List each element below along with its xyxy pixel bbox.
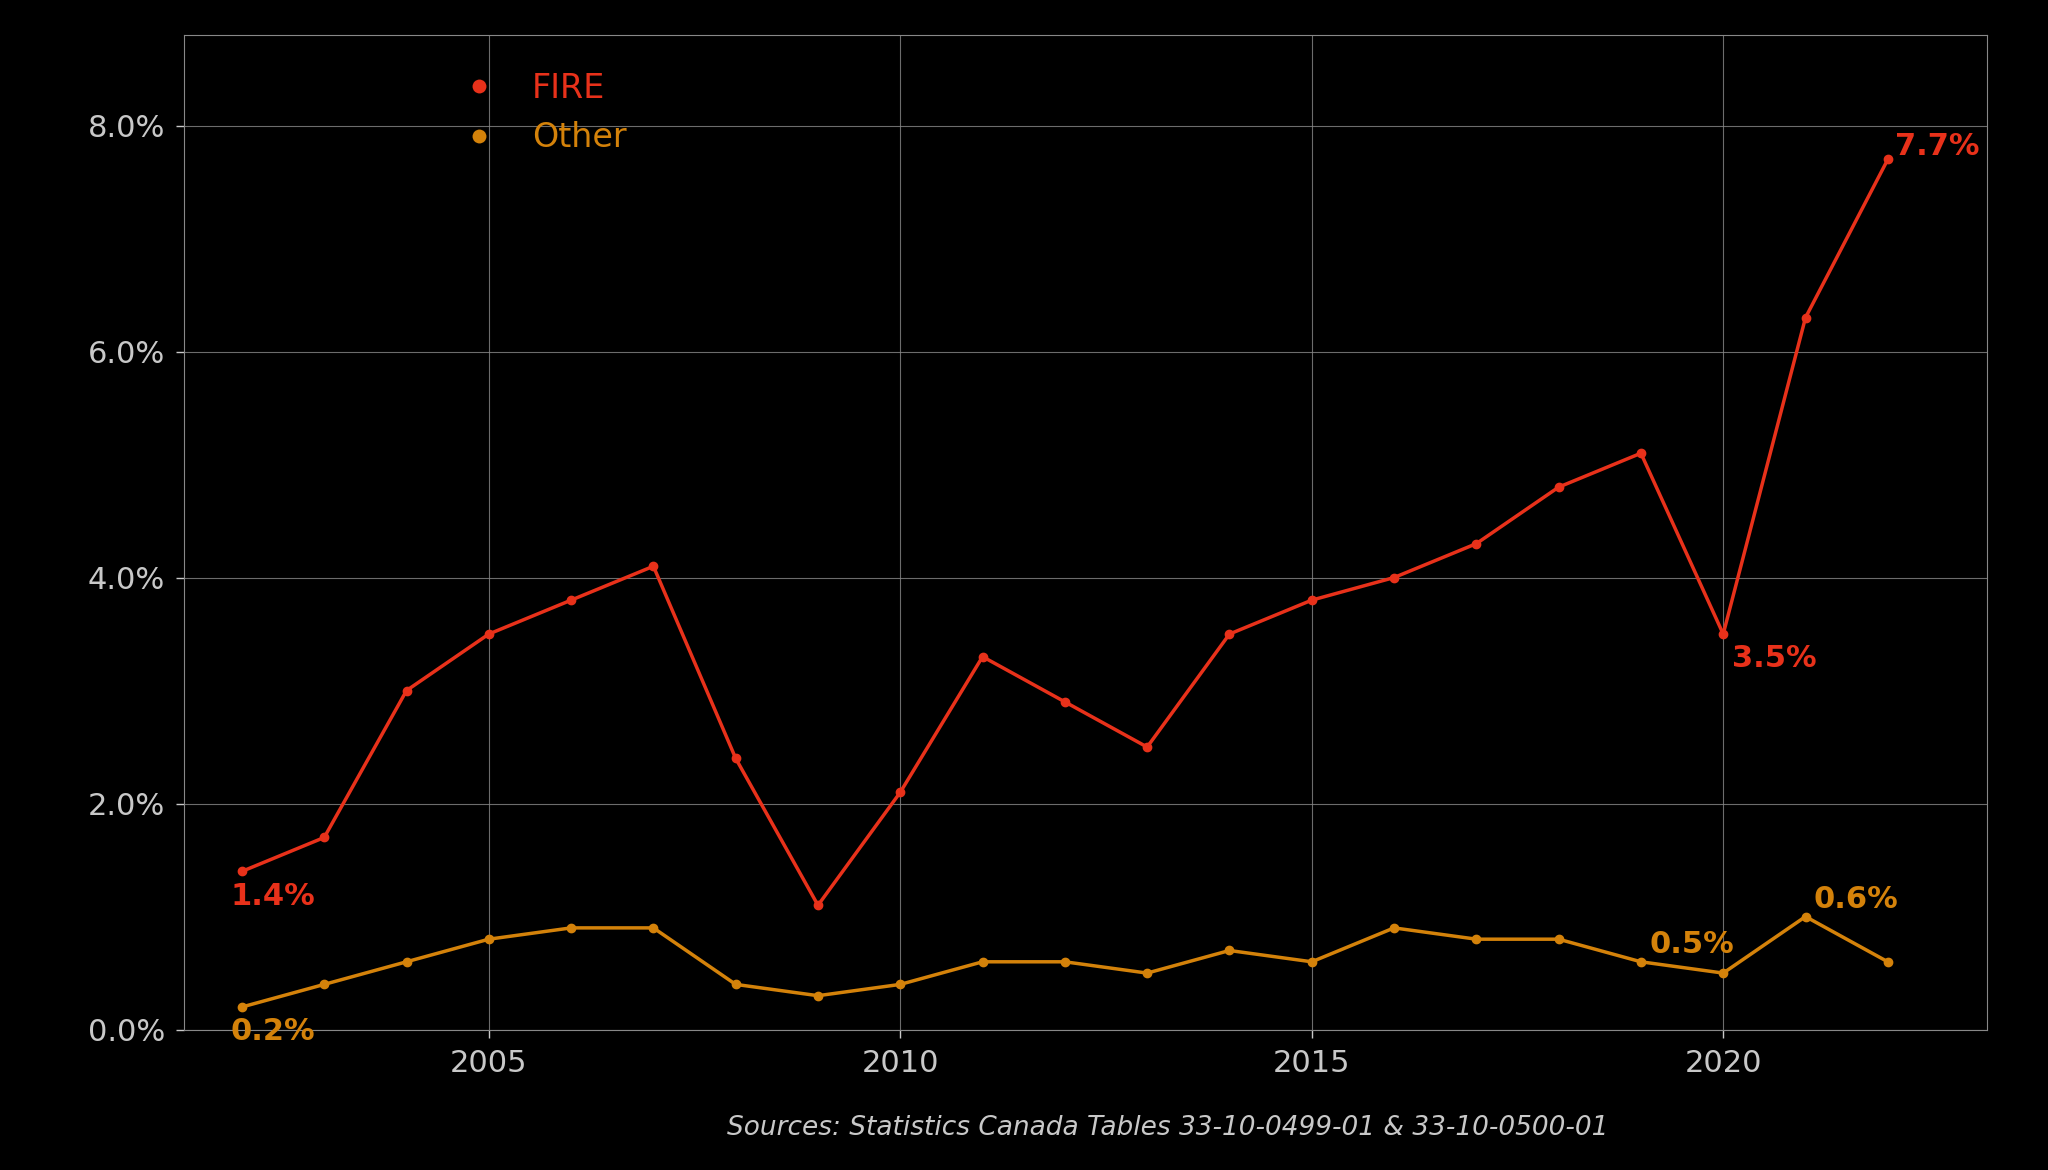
Other [1546,932,1571,947]
FIRE [1628,446,1653,460]
FIRE [889,785,913,799]
FIRE [559,593,584,607]
Other [889,977,913,991]
Other [641,921,666,935]
FIRE [393,683,418,697]
Line: FIRE: FIRE [238,156,1892,909]
FIRE [805,899,829,913]
FIRE [1710,627,1735,641]
FIRE [311,831,336,845]
FIRE [1300,593,1325,607]
Other [1300,955,1325,969]
FIRE [971,649,995,663]
Other [559,921,584,935]
Other [1053,955,1077,969]
Text: 7.7%: 7.7% [1894,132,1978,161]
FIRE [1794,310,1819,324]
Other [1464,932,1489,947]
Other [971,955,995,969]
Other [805,989,829,1003]
Other [1710,966,1735,980]
FIRE [1217,627,1241,641]
Legend: FIRE, Other: FIRE, Other [436,62,637,164]
Other [1628,955,1653,969]
Other [1382,921,1407,935]
FIRE [1876,152,1901,166]
FIRE [1382,571,1407,585]
Text: 1.4%: 1.4% [231,882,315,910]
Other [393,955,418,969]
Text: 0.6%: 0.6% [1815,886,1898,914]
FIRE [641,559,666,573]
FIRE [1135,741,1159,755]
Other [1876,955,1901,969]
Text: 3.5%: 3.5% [1731,645,1817,674]
Other [1217,943,1241,957]
Other [1135,966,1159,980]
Text: 0.2%: 0.2% [231,1018,315,1046]
FIRE [477,627,502,641]
FIRE [1464,537,1489,551]
Other [229,1000,254,1014]
FIRE [1546,480,1571,494]
Other [723,977,748,991]
FIRE [723,751,748,765]
FIRE [229,865,254,879]
Text: Sources: Statistics Canada Tables 33-10-0499-01 & 33-10-0500-01: Sources: Statistics Canada Tables 33-10-… [727,1115,1608,1141]
Line: Other: Other [238,913,1892,1011]
Other [1794,909,1819,923]
Other [477,932,502,947]
Other [311,977,336,991]
Text: 0.5%: 0.5% [1649,930,1735,959]
FIRE [1053,695,1077,709]
